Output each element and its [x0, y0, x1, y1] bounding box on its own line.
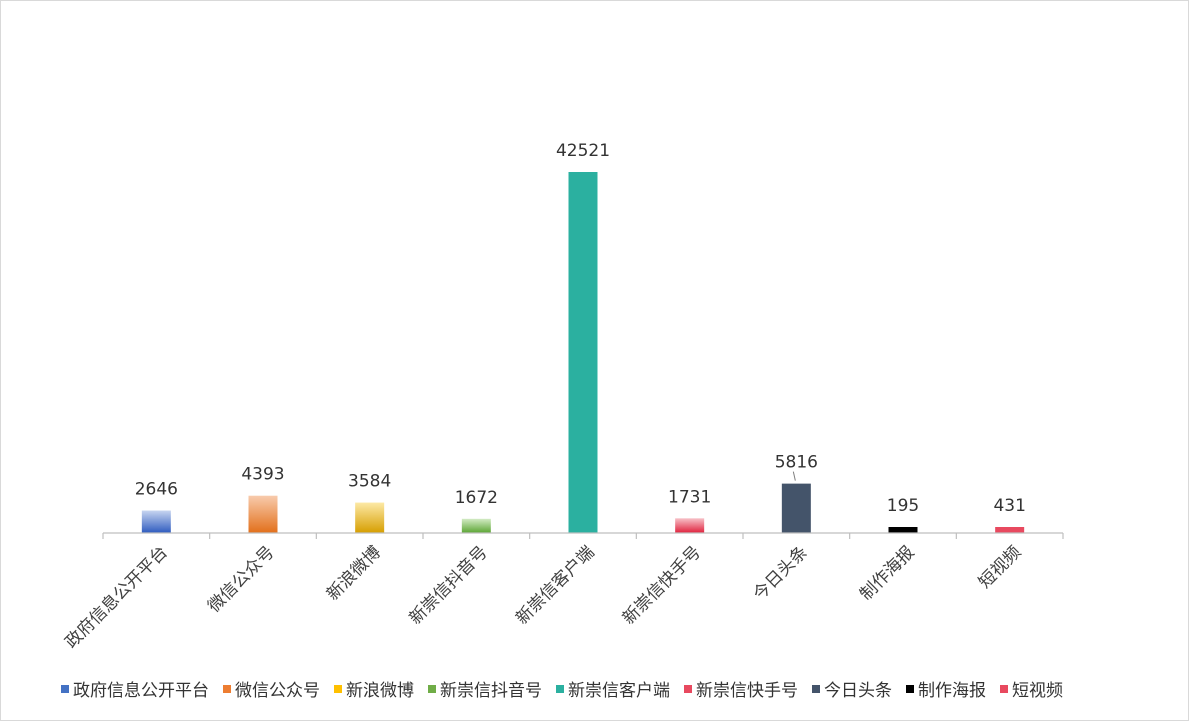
bar-6	[675, 518, 705, 533]
legend-swatch	[1000, 685, 1008, 693]
bar-8	[888, 527, 918, 533]
x-tick-label: 短视频	[975, 542, 1025, 592]
legend-label: 政府信息公开平台	[73, 681, 209, 701]
legend-swatch	[223, 685, 231, 693]
bar-2	[248, 495, 278, 533]
bar-4	[461, 518, 491, 533]
legend-label: 新崇信快手号	[696, 681, 798, 701]
data-label: 195	[887, 496, 919, 516]
x-tick-label: 新浪微博	[323, 542, 385, 604]
legend-swatch	[906, 685, 914, 693]
legend-label: 新崇信客户端	[568, 681, 670, 701]
bar-1	[141, 510, 171, 533]
legend-label: 新浪微博	[346, 681, 414, 701]
x-tick-label: 新崇信客户端	[512, 542, 598, 628]
x-tick-label: 今日头条	[750, 542, 812, 604]
x-tick-label: 制作海报	[856, 542, 918, 604]
legend-swatch	[556, 685, 564, 693]
label-leader-line	[792, 471, 796, 481]
legend-label: 短视频	[1012, 681, 1063, 701]
data-label: 431	[993, 496, 1025, 516]
bar-5	[568, 172, 598, 533]
legend-swatch	[428, 685, 436, 693]
legend-label: 今日头条	[824, 681, 892, 701]
legend-swatch	[684, 685, 692, 693]
legend-label: 制作海报	[918, 681, 986, 701]
data-label: 1731	[668, 487, 711, 507]
data-label: 42521	[556, 141, 610, 161]
data-label: 4393	[241, 465, 284, 485]
data-label: 3584	[348, 472, 391, 492]
x-tick-label: 微信公众号	[204, 542, 278, 616]
bar-3	[355, 502, 385, 533]
data-label: 2646	[135, 480, 178, 500]
legend-label: 微信公众号	[235, 681, 320, 701]
data-label: 5816	[775, 453, 818, 473]
bar-7	[781, 483, 811, 533]
legend-swatch	[334, 685, 342, 693]
legend-swatch	[61, 685, 69, 693]
data-label: 1672	[455, 488, 498, 508]
x-tick-label: 政府信息公开平台	[62, 542, 172, 652]
legend-label: 新崇信抖音号	[440, 681, 542, 701]
x-tick-label: 新崇信快手号	[619, 542, 705, 628]
legend-swatch	[812, 685, 820, 693]
bar-9	[995, 527, 1025, 533]
x-tick-label: 新崇信抖音号	[406, 542, 492, 628]
